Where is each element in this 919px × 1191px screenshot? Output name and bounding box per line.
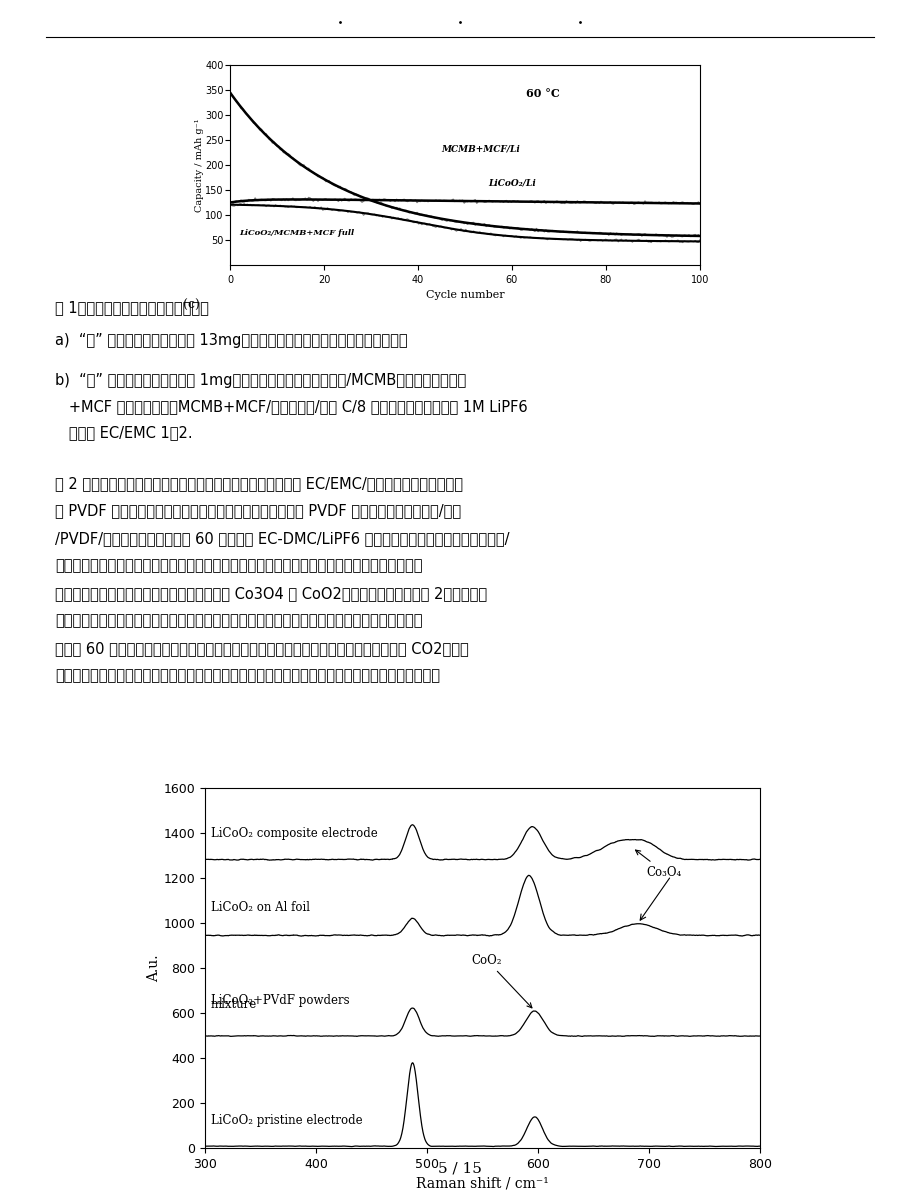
Text: +MCF 和两个半电池：MCMB+MCF/锂和钔酸锂/锂以 C/8 测试。电解液组成：一 1M LiPF6: +MCF 和两个半电池：MCMB+MCF/锂和钔酸锂/锂以 C/8 测试。电解液… [55,399,528,414]
Text: 图 2 所示为以下电极的拉曼光谱：原始的钔酸锂电极；储存在 EC/EMC/六氟磷酸锂电解液同时含: 图 2 所示为以下电极的拉曼光谱：原始的钔酸锂电极；储存在 EC/EMC/六氟磷… [55,476,462,491]
Text: 60 °C: 60 °C [526,88,560,99]
Text: 能包括三价鑴离子还原成二价鑴离子，后者易于溶解到电解液中。因此，我们断定发生了下列反应：: 能包括三价鑴离子还原成二价鑴离子，后者易于溶解到电解液中。因此，我们断定发生了下… [55,668,439,684]
Text: LiCoO₂ pristine electrode: LiCoO₂ pristine electrode [210,1115,362,1128]
Text: 曼光谱清楚的显示出新的波峰。这些波峰对应 Co3O4 和 CoO2（我们用箭头标示在图 2）。这些结: 曼光谱清楚的显示出新的波峰。这些波峰对应 Co3O4 和 CoO2（我们用箭头标… [55,586,486,601]
Text: MCMB+MCF/Li: MCMB+MCF/Li [441,144,519,152]
Text: mixture: mixture [210,998,256,1011]
Text: Co₃O₄: Co₃O₄ [635,850,681,879]
Text: a)  “厚” 电极（钔酸锂活性物越 13mg）扣式电池（右边的插页表明电极的组成）: a) “厚” 电极（钔酸锂活性物越 13mg）扣式电池（右边的插页表明电极的组成… [55,333,407,348]
Text: 果和鑴溶解测试的结果一一对应，结果表明在六氟磷酸锂电解液中复合电极的鑴离子溶解大大加: 果和鑴溶解测试的结果一一对应，结果表明在六氟磷酸锂电解液中复合电极的鑴离子溶解大… [55,613,422,629]
Y-axis label: A.u.: A.u. [146,954,161,981]
Text: 溶剂为 EC/EMC 1：2.: 溶剂为 EC/EMC 1：2. [55,425,192,441]
Text: CoO₂: CoO₂ [471,954,531,1008]
Text: LiCoO₂/MCMB+MCF full: LiCoO₂/MCMB+MCF full [239,229,354,237]
Text: 5 / 15: 5 / 15 [437,1162,482,1176]
Text: 强。在 60 度温度下长时间的储存测试也揭示了钔酸锂能够催化烷基碗碳酸酯的分解形成 CO2。这可: 强。在 60 度温度下长时间的储存测试也揭示了钔酸锂能够催化烷基碗碳酸酯的分解形… [55,641,469,656]
Text: LiCoO₂/Li: LiCoO₂/Li [488,177,536,187]
Text: /PVDF/铝箔组成的复合电极于 60 度储存在 EC-DMC/LiPF6 电解液中。从钔酸锂粉末或者钔酸锂/: /PVDF/铝箔组成的复合电极于 60 度储存在 EC-DMC/LiPF6 电解… [55,531,509,545]
Text: 图 1、钔酸锂的电极组成与循环性能：: 图 1、钔酸锂的电极组成与循环性能： [55,300,209,314]
Text: b)  “薄” 电极（钔酸锂活性物越 1mg）在量产电池中全电池钔酸锂/MCMB（中间相碳微球）: b) “薄” 电极（钔酸锂活性物越 1mg）在量产电池中全电池钔酸锂/MCMB（… [55,373,466,387]
Text: LiCoO₂ composite electrode: LiCoO₂ composite electrode [210,828,377,841]
X-axis label: Cycle number: Cycle number [425,291,504,300]
Text: LiCoO₂ on Al foil: LiCoO₂ on Al foil [210,900,309,913]
X-axis label: Raman shift / cm⁻¹: Raman shift / cm⁻¹ [415,1177,549,1190]
Y-axis label: Capacity / mAh g⁻¹: Capacity / mAh g⁻¹ [195,118,203,212]
Text: (c): (c) [183,299,199,312]
Text: 铝箔电极在储存后测得的拉曼光谱与纯钔酸锂电极的一样。可是，从储存后的复合电极测得的拉: 铝箔电极在储存后测得的拉曼光谱与纯钔酸锂电极的一样。可是，从储存后的复合电极测得… [55,559,422,574]
Text: LiCoO₂+PVdF powders: LiCoO₂+PVdF powders [210,994,349,1008]
Text: 有 PVDF 的钔酸锂粉末；一个由钔酸锂和铝箔组成的但不含 PVDF 的电极；一个由钔酸锂/炭黑: 有 PVDF 的钔酸锂粉末；一个由钔酸锂和铝箔组成的但不含 PVDF 的电极；一… [55,504,460,518]
